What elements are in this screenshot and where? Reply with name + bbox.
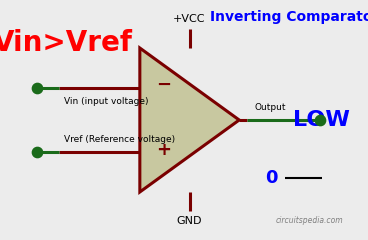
Text: Vin>Vref: Vin>Vref [0, 29, 132, 57]
Text: +VCC: +VCC [173, 14, 206, 24]
Point [34, 86, 40, 90]
Text: Vin (input voltage): Vin (input voltage) [64, 97, 149, 106]
Point [317, 118, 323, 122]
Text: GND: GND [177, 216, 202, 226]
Text: LOW: LOW [293, 110, 350, 130]
Text: Vref (Reference voltage): Vref (Reference voltage) [64, 135, 176, 144]
Polygon shape [140, 48, 239, 192]
Text: 0: 0 [265, 168, 278, 187]
Text: +: + [156, 141, 171, 159]
Text: Output: Output [255, 103, 286, 112]
Text: −: − [156, 76, 171, 94]
Text: Inverting Comparator: Inverting Comparator [210, 10, 368, 24]
Text: circuitspedia.com: circuitspedia.com [275, 216, 343, 225]
Point [34, 150, 40, 154]
